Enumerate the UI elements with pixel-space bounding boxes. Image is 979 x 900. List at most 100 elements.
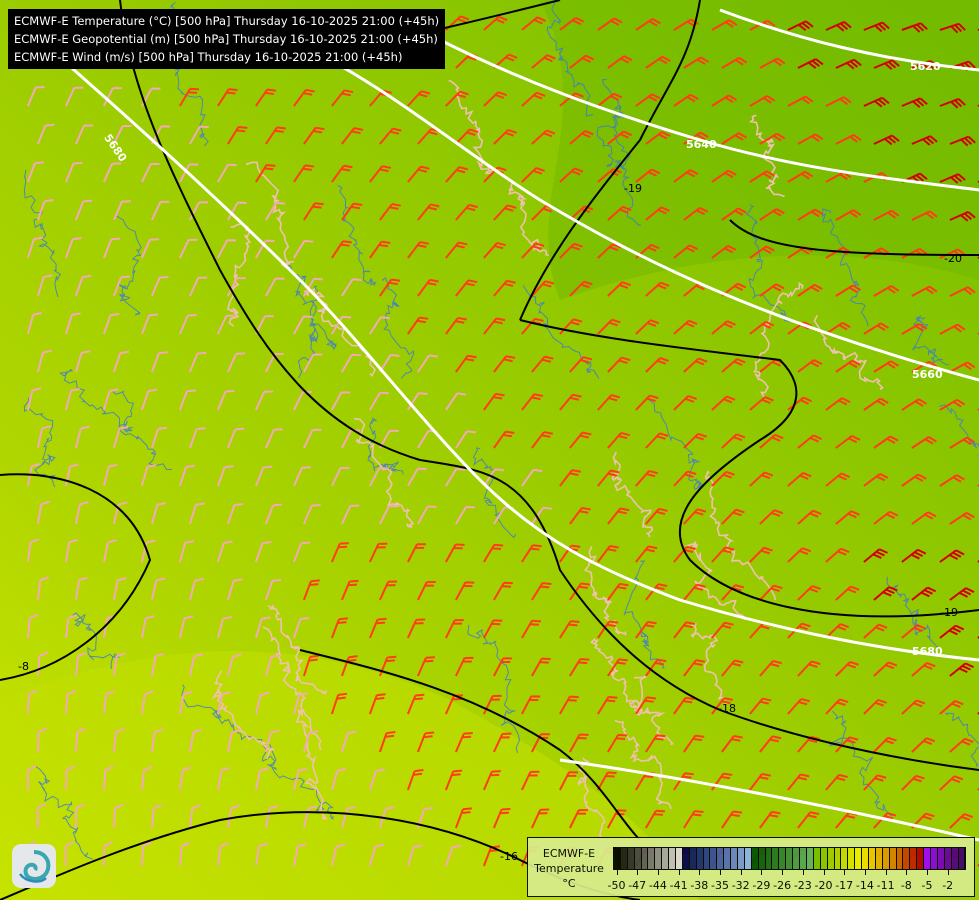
wind-barb — [721, 508, 745, 525]
temperature-label: -18 — [718, 702, 736, 715]
color-swatch — [751, 848, 759, 869]
wind-barb — [787, 170, 814, 183]
wind-barb — [797, 208, 824, 221]
wind-barb — [226, 427, 245, 449]
tick-mark — [678, 869, 680, 875]
wind-barb — [255, 88, 277, 107]
wind-barb — [407, 467, 427, 487]
wind-barb — [863, 96, 890, 108]
wind-barb — [216, 842, 230, 867]
wind-barb — [227, 201, 247, 221]
wind-barb — [26, 613, 39, 639]
wind-barb — [74, 199, 93, 221]
wind-barb — [64, 614, 78, 639]
border — [690, 622, 728, 707]
wind-barb — [835, 359, 861, 373]
wind-barb — [444, 619, 464, 639]
wind-barb — [417, 203, 440, 221]
wind-barb — [645, 734, 666, 753]
wind-barb — [521, 242, 545, 259]
border — [211, 670, 275, 760]
wind-barb — [835, 284, 861, 297]
wind-barb — [265, 277, 285, 297]
wind-barb — [74, 501, 89, 525]
wind-barb — [949, 361, 976, 373]
wind-barb — [607, 55, 633, 69]
wind-barb — [825, 397, 851, 411]
wind-barb — [939, 474, 965, 487]
river — [612, 112, 642, 227]
wind-barb — [759, 132, 786, 145]
wind-barb — [635, 168, 661, 183]
wind-barb — [939, 398, 966, 411]
wind-barb — [835, 133, 862, 145]
wind-barb — [150, 501, 167, 525]
wind-barb — [531, 506, 553, 525]
wind-barb — [64, 841, 75, 867]
wind-barb — [483, 619, 503, 639]
wind-barb — [673, 169, 699, 183]
color-swatch — [627, 848, 635, 869]
tick-mark — [802, 869, 804, 875]
wind-barb — [445, 241, 468, 259]
wind-barb — [683, 659, 706, 677]
isotherm — [519, 319, 979, 618]
color-swatch — [820, 848, 828, 869]
wind-barb — [226, 578, 243, 601]
wind-barb — [112, 200, 131, 221]
wind-barb — [825, 472, 850, 487]
wind-barb — [227, 126, 248, 145]
border — [611, 451, 654, 538]
wind-barb — [749, 170, 775, 183]
wind-barb — [949, 737, 974, 753]
wind-barb — [216, 389, 235, 411]
wind-barb — [939, 700, 964, 715]
wind-barb — [939, 549, 965, 563]
wind-barb — [863, 322, 890, 335]
wind-barb — [711, 169, 737, 183]
wind-barb — [26, 689, 38, 715]
wind-barb — [379, 127, 402, 145]
wind-barb — [835, 209, 862, 221]
wind-barb — [531, 54, 556, 69]
wind-barb — [417, 505, 437, 525]
wind-barb — [749, 320, 775, 335]
wind-barb — [797, 359, 823, 373]
color-swatch — [765, 848, 773, 869]
wind-barb — [454, 807, 472, 829]
wind-barb — [330, 466, 350, 487]
wind-barb — [939, 323, 966, 335]
wind-barb — [825, 96, 852, 107]
wind-barb — [150, 652, 165, 677]
color-swatch — [793, 848, 801, 869]
wind-barb — [293, 315, 313, 335]
color-bar-ticks: -50 -47 -44 -41 -38 -35 -32 -29 -26 -23 -20 -17 -14-… — [608, 869, 973, 895]
wind-barb — [444, 844, 462, 867]
river — [596, 79, 627, 168]
river — [822, 208, 869, 327]
wind-barb — [635, 93, 661, 107]
wind-barb — [188, 804, 202, 829]
color-swatch — [669, 848, 677, 869]
wind-barb — [901, 323, 928, 335]
wind-barb — [521, 544, 542, 563]
wind-barb — [36, 576, 50, 601]
wind-barb — [74, 576, 88, 601]
wind-barb — [597, 243, 622, 259]
wind-barb — [521, 91, 546, 107]
wind-barb — [178, 314, 197, 335]
wind-barb — [140, 464, 157, 487]
tick-mark — [782, 869, 784, 875]
wind-barb — [711, 320, 736, 335]
wind-barb — [64, 312, 81, 335]
isotherm — [299, 649, 641, 841]
color-bar — [613, 847, 967, 870]
color-swatch — [786, 848, 794, 869]
wind-barb — [150, 426, 168, 449]
river — [35, 765, 94, 860]
wind-barb — [673, 621, 696, 639]
wind-barb — [635, 18, 661, 31]
wind-barb — [102, 539, 117, 563]
geopotential-label: 5640 — [686, 138, 717, 151]
